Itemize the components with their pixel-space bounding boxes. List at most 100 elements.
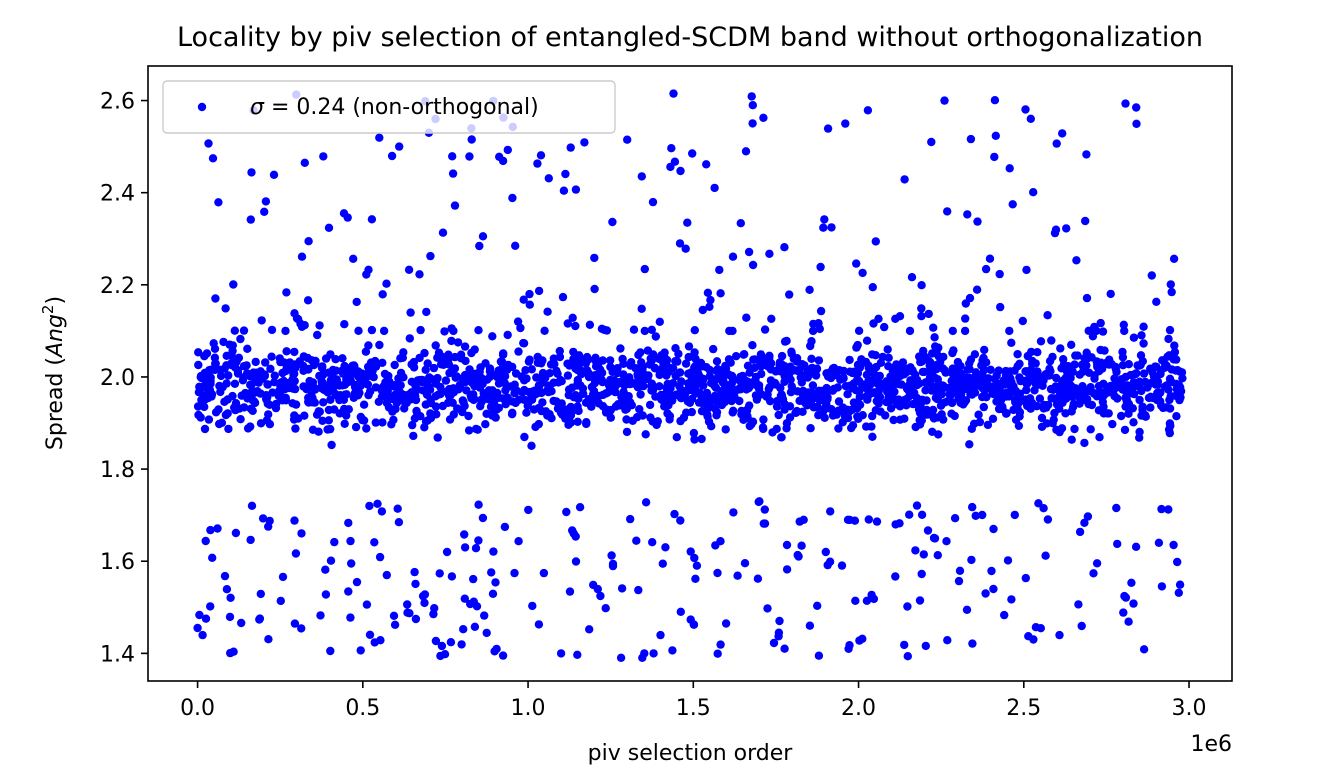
data-point xyxy=(774,632,783,641)
data-point xyxy=(1061,409,1070,418)
data-point xyxy=(845,381,854,390)
data-point xyxy=(1153,380,1162,389)
data-point xyxy=(315,321,324,330)
data-point xyxy=(983,420,993,430)
data-point xyxy=(367,325,377,335)
data-point xyxy=(792,406,802,416)
data-point xyxy=(418,591,428,601)
data-point xyxy=(544,174,553,183)
data-point xyxy=(905,391,914,401)
data-point xyxy=(803,373,812,382)
data-point xyxy=(819,223,828,232)
data-point xyxy=(465,152,474,161)
data-point xyxy=(606,413,615,422)
data-point xyxy=(1049,385,1058,394)
data-point xyxy=(540,326,549,335)
data-point xyxy=(208,553,217,562)
data-point xyxy=(469,390,478,399)
data-point xyxy=(982,378,991,387)
data-point xyxy=(863,106,873,115)
data-point xyxy=(642,373,652,383)
data-point xyxy=(243,394,252,403)
data-point xyxy=(1075,527,1085,537)
data-point xyxy=(193,623,202,633)
data-point xyxy=(300,158,309,167)
data-point xyxy=(785,368,795,377)
data-point xyxy=(226,648,235,658)
data-point xyxy=(415,270,424,279)
data-point xyxy=(650,363,659,373)
data-point xyxy=(203,384,212,394)
data-point xyxy=(1059,360,1069,370)
data-point xyxy=(1173,557,1182,567)
data-point xyxy=(407,360,416,369)
data-point xyxy=(395,142,404,151)
data-point xyxy=(552,366,561,375)
data-point xyxy=(834,424,843,433)
data-point xyxy=(478,374,487,384)
data-point xyxy=(448,398,457,407)
data-point xyxy=(948,326,957,336)
data-point xyxy=(1170,341,1179,350)
data-point xyxy=(362,600,372,609)
data-point xyxy=(207,365,216,374)
data-point xyxy=(670,509,679,519)
data-point xyxy=(851,596,860,605)
data-point xyxy=(221,304,230,313)
data-point xyxy=(1045,356,1055,366)
data-point xyxy=(596,591,605,601)
data-point xyxy=(319,370,328,379)
data-point xyxy=(1167,287,1176,297)
data-point xyxy=(864,391,873,400)
x-tick-label: 2.5 xyxy=(1006,696,1041,721)
data-point xyxy=(263,399,272,408)
data-point xyxy=(1049,394,1059,403)
x-axis-offset-label: 1e6 xyxy=(1190,732,1232,757)
data-point xyxy=(533,159,542,168)
data-point xyxy=(921,641,930,651)
data-point xyxy=(270,371,279,380)
data-point xyxy=(375,133,384,142)
data-point xyxy=(261,358,270,367)
data-point xyxy=(608,367,617,377)
data-point xyxy=(396,368,406,378)
data-point xyxy=(777,351,787,361)
data-point xyxy=(571,185,581,194)
data-point xyxy=(195,382,204,391)
data-point xyxy=(573,650,582,659)
data-point xyxy=(889,415,898,425)
data-point xyxy=(256,589,265,599)
data-point xyxy=(216,387,225,397)
data-point xyxy=(338,354,347,363)
data-point xyxy=(300,321,309,330)
data-point xyxy=(421,400,430,409)
data-point xyxy=(765,249,774,258)
data-point xyxy=(616,344,625,353)
data-point xyxy=(420,348,429,358)
data-point xyxy=(290,384,300,394)
data-point xyxy=(1118,361,1128,370)
data-point xyxy=(688,149,697,158)
data-point xyxy=(390,620,400,629)
data-point xyxy=(600,325,609,334)
data-point xyxy=(478,513,488,523)
data-point xyxy=(573,365,582,375)
data-point xyxy=(917,304,926,313)
data-point xyxy=(925,408,935,417)
data-point xyxy=(981,264,991,274)
data-point xyxy=(1064,379,1073,388)
data-point xyxy=(917,312,926,321)
data-point xyxy=(573,375,582,385)
data-point xyxy=(968,639,977,648)
data-point xyxy=(862,336,872,345)
data-point xyxy=(475,241,484,251)
data-point xyxy=(1027,347,1036,357)
x-tick-label: 3.0 xyxy=(1172,696,1207,721)
data-point xyxy=(938,364,948,373)
data-point xyxy=(915,596,925,605)
data-point xyxy=(691,361,700,371)
data-point xyxy=(1107,359,1116,369)
data-point xyxy=(430,604,439,613)
data-point xyxy=(828,411,838,420)
data-point xyxy=(326,646,335,656)
